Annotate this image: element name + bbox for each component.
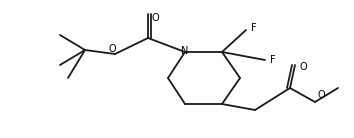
Text: O: O <box>317 90 325 100</box>
Text: O: O <box>300 62 308 72</box>
Text: F: F <box>251 23 257 33</box>
Text: N: N <box>181 46 189 56</box>
Text: O: O <box>152 13 160 23</box>
Text: F: F <box>270 55 276 65</box>
Text: O: O <box>108 44 116 54</box>
